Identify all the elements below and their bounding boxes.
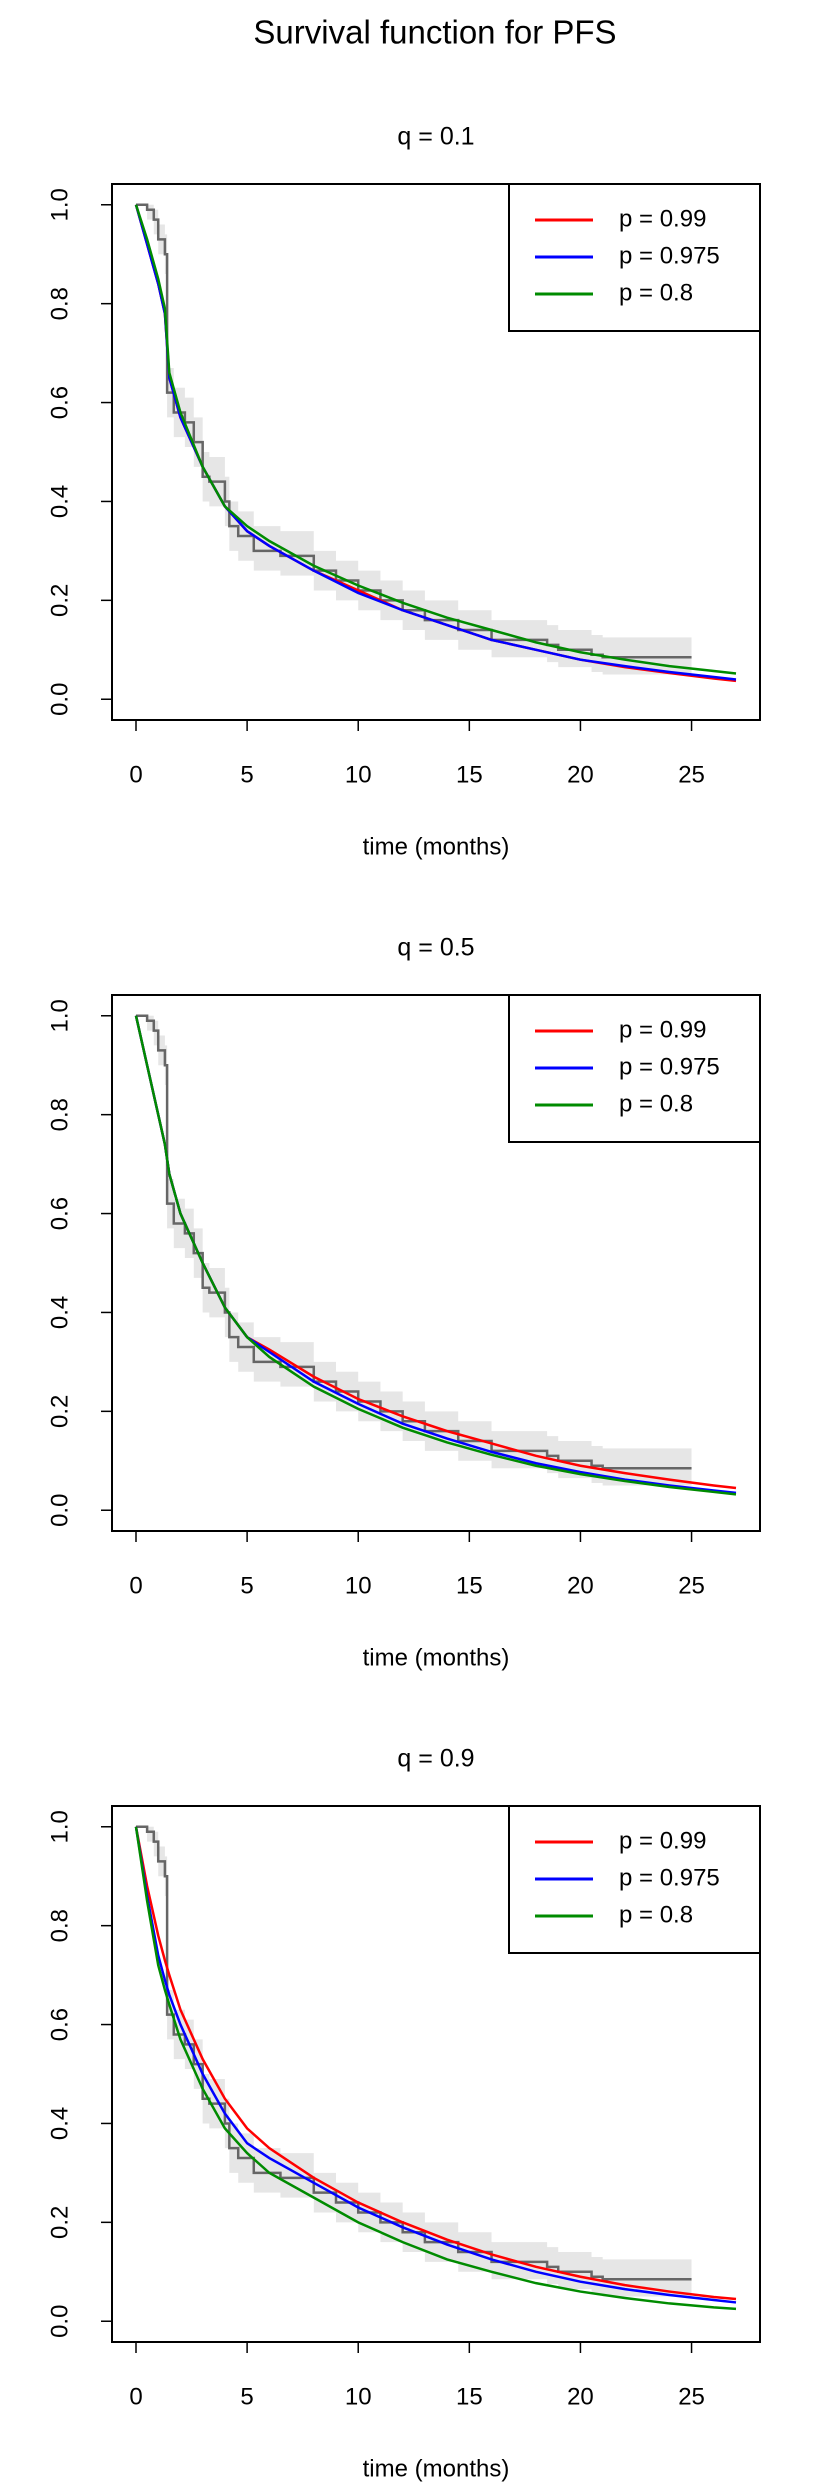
model-curve	[134, 1015, 737, 1496]
panel: q = 0.9 0 5 10 15 20 25 time (months) 0.0 0.2 0.4 0…	[46, 1745, 761, 2482]
legend-label: p = 0.975	[619, 1053, 720, 1080]
y-tick-label: 0.4	[46, 1296, 73, 1329]
y-tick-label: 0.6	[46, 1197, 73, 1230]
x-tick-label: 15	[456, 2383, 483, 2410]
panel-title: q = 0.9	[397, 1745, 474, 1773]
y-tick-label: 0.6	[46, 2008, 73, 2041]
legend-label: p = 0.8	[619, 1090, 693, 1117]
x-tick-label: 25	[678, 761, 705, 788]
model-curve	[134, 204, 737, 675]
y-tick-label: 0.8	[46, 1098, 73, 1131]
y-tick-label: 0.2	[46, 584, 73, 617]
y-tick-label: 0.4	[46, 485, 73, 518]
legend: p = 0.99 p = 0.975 p = 0.8	[508, 994, 761, 1143]
x-tick-label: 10	[345, 761, 372, 788]
legend-box	[508, 183, 761, 332]
x-tick-label: 25	[678, 1572, 705, 1599]
x-tick-label: 5	[240, 1572, 253, 1599]
y-tick-label: 0.2	[46, 1395, 73, 1428]
legend-label: p = 0.99	[619, 205, 706, 232]
y-tick-label: 0.0	[46, 683, 73, 716]
x-tick-label: 20	[567, 2383, 594, 2410]
x-tick-label: 15	[456, 1572, 483, 1599]
legend: p = 0.99 p = 0.975 p = 0.8	[508, 1805, 761, 1954]
x-tick-label: 5	[240, 2383, 253, 2410]
x-axis-label: time (months)	[363, 833, 510, 860]
y-tick-label: 0.0	[46, 2305, 73, 2338]
legend-label: p = 0.99	[619, 1827, 706, 1854]
x-tick-label: 5	[240, 761, 253, 788]
y-tick-label: 0.8	[46, 1909, 73, 1942]
y-tick-label: 0.8	[46, 287, 73, 320]
x-tick-label: 20	[567, 761, 594, 788]
x-axis-label: time (months)	[363, 1644, 510, 1671]
legend-label: p = 0.8	[619, 1901, 693, 1928]
model-curve	[134, 1826, 737, 2311]
y-tick-label: 1.0	[46, 1810, 73, 1843]
observed-curve	[136, 203, 692, 659]
legend: p = 0.99 p = 0.975 p = 0.8	[508, 183, 761, 332]
legend-label: p = 0.975	[619, 242, 720, 269]
y-tick-label: 0.6	[46, 386, 73, 419]
x-tick-label: 25	[678, 2383, 705, 2410]
legend-label: p = 0.975	[619, 1864, 720, 1891]
confidence-band	[136, 1015, 692, 1486]
y-tick-label: 0.0	[46, 1494, 73, 1527]
panel: q = 0.1 0 5 10 15 20 25 time (months) 0.0 0.2 0.4 0…	[46, 123, 761, 860]
panel: q = 0.5 0 5 10 15 20 25 time (months) 0.0 0.2 0.4 0…	[46, 934, 761, 1671]
observed-curve	[136, 1014, 692, 1470]
x-axis-label: time (months)	[363, 2455, 510, 2482]
panel-title: q = 0.1	[397, 123, 474, 151]
main-title: Survival function for PFS	[253, 14, 616, 51]
y-tick-label: 0.2	[46, 2206, 73, 2239]
panel-title: q = 0.5	[397, 934, 474, 962]
x-tick-label: 10	[345, 2383, 372, 2410]
x-tick-label: 0	[129, 2383, 142, 2410]
x-tick-label: 10	[345, 1572, 372, 1599]
y-tick-label: 0.4	[46, 2107, 73, 2140]
legend-label: p = 0.99	[619, 1016, 706, 1043]
x-tick-label: 0	[129, 761, 142, 788]
x-tick-label: 15	[456, 761, 483, 788]
x-tick-label: 0	[129, 1572, 142, 1599]
confidence-band	[136, 204, 692, 675]
legend-label: p = 0.8	[619, 279, 693, 306]
confidence-band	[136, 1826, 692, 2297]
model-curve	[134, 1826, 737, 2304]
x-tick-label: 20	[567, 1572, 594, 1599]
y-tick-label: 1.0	[46, 188, 73, 221]
model-curve	[134, 1826, 737, 2301]
y-tick-label: 1.0	[46, 999, 73, 1032]
